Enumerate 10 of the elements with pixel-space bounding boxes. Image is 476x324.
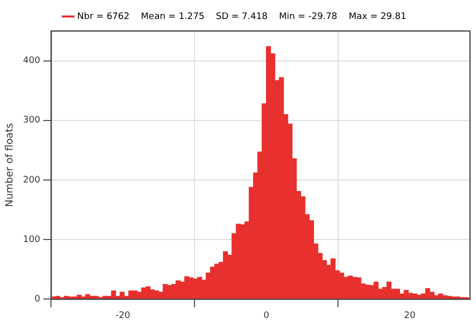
x-tick-label: 20 (404, 310, 416, 321)
y-tick-label: 300 (22, 116, 40, 126)
y-tick-label: 0 (34, 294, 40, 305)
y-axis-title: Number of floats (4, 123, 16, 208)
x-tick-label: 0 (263, 310, 270, 321)
x-tick-label: -20 (116, 310, 131, 321)
legend-label: Nbr = 6762 Mean = 1.275 SD = 7.418 Min = -29.78 Max = 29.81 (77, 12, 406, 22)
y-tick-label: 400 (22, 56, 40, 66)
y-tick-label: 100 (22, 234, 40, 245)
y-tick-label: 200 (22, 175, 40, 186)
